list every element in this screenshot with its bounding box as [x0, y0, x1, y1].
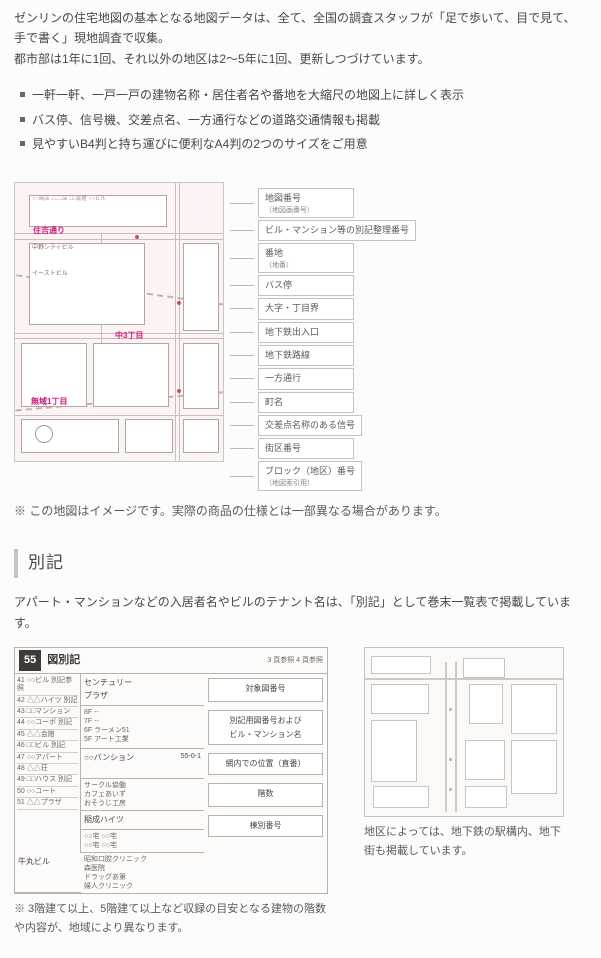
legend-chip: 地下鉄路線 — [258, 345, 354, 366]
intro-line-2: 都市部は1年に1回、それ以外の地区は2〜5年に1回、更新しつづけています。 — [14, 52, 429, 66]
district-label-2: 無域1丁目 — [31, 395, 67, 409]
sample-map: ○○商店 △△店 □□会館 ○○ビル 中野シティビル イーストビル 住吉通り 中… — [14, 182, 224, 462]
bekki-chip: 対象図番号 — [208, 678, 323, 702]
district-label-1: 中3丁目 — [115, 329, 143, 343]
building-name: 牛丸ビル — [15, 853, 81, 893]
bekki-sample-card: 55 図別記 3 頁参照 4 頁参照 41 ○○ビル 別記参照 42 △△ハイツ… — [14, 647, 328, 894]
bekki-left-note: ※ 3階建て以上、5階建て以上など収録の目安となる建物の階数や内容が、地域により… — [14, 900, 328, 937]
legend-chip: バス停 — [258, 275, 354, 296]
legend-chip: 町名 — [258, 392, 354, 413]
tenant-list: 昭和口腔クリニック 森医院 ドラッグあ第 婦人クリニック — [81, 853, 204, 893]
tenant-list: ○○宅 ○○宅 ○○宅 ○○宅 — [81, 830, 204, 853]
bekki-title: 図別記 — [47, 651, 80, 670]
feature-item: 見やすいB4判と持ち運びに便利なA4判の2つのサイズをご用意 — [18, 134, 587, 154]
legend-chip: 街区番号 — [258, 438, 354, 459]
tenant-list: 8F -- 7F -- 6F ラーメン51 5F アート工業 — [81, 706, 204, 749]
bekki-description: アパート・マンションなどの入居者名やビルのテナント名は、「別記」として巻末一覧表… — [14, 592, 587, 633]
legend-chip: 交差点名称のある信号 — [258, 415, 362, 436]
feature-item: バス停、信号機、交差点名、一方通行などの道路交通情報も掲載 — [18, 110, 587, 130]
bekki-chip: 棟別番号 — [208, 815, 323, 837]
legend-chip: 番地（地番） — [258, 243, 354, 273]
bekki-tag: 55 — [19, 650, 41, 671]
tenant-list: サークル協働 カフェあいず おそうじ工房 — [81, 779, 204, 811]
underground-map — [364, 647, 564, 817]
feature-item: 一軒一軒、一戸一戸の建物名称・居住者名や番地を大縮尺の地図上に詳しく表示 — [18, 85, 587, 105]
bekki-right-note: 地区によっては、地下鉄の駅構内、地下街も掲載しています。 — [364, 823, 564, 860]
legend-chip: 大字・丁目界 — [258, 298, 354, 319]
bekki-chip: 階数 — [208, 783, 323, 807]
feature-list: 一軒一軒、一戸一戸の建物名称・居住者名や番地を大縮尺の地図上に詳しく表示 バス停… — [18, 85, 587, 154]
legend-chip: 地図番号（地図画番号） — [258, 188, 354, 218]
legend-chip: 一方通行 — [258, 368, 354, 389]
building-name: 稲成ハイツ — [81, 811, 204, 830]
legend-chip: ビル・マンション等の別記整理番号 — [258, 220, 416, 241]
legend-chip: ブロック（地区）番号（地図索引用） — [258, 461, 362, 491]
bekki-chip: 網内での位置（直番） — [208, 753, 323, 775]
intro-line-1: ゼンリンの住宅地図の基本となる地図データは、全て、全国の調査スタッフが「足で歩い… — [14, 11, 575, 45]
bekki-chip: 別記用図番号および ビル・マンション名 — [208, 710, 323, 745]
map-legend-block: ○○商店 △△店 □□会館 ○○ビル 中野シティビル イーストビル 住吉通り 中… — [14, 182, 587, 491]
intro-paragraph: ゼンリンの住宅地図の基本となる地図データは、全て、全国の調査スタッフが「足で歩い… — [14, 8, 587, 69]
building-name: センチュリー プラザ — [81, 674, 204, 706]
bekki-page-ref: 3 頁参照 4 頁参照 — [267, 655, 323, 667]
legend-chip: 地下鉄出入口 — [258, 322, 354, 343]
section-heading-bekki: 別記 — [14, 549, 587, 578]
map-legend-list: 地図番号（地図画番号） ビル・マンション等の別記整理番号 番地（地番） バス停 … — [230, 182, 416, 491]
map-note: ※ この地図はイメージです。実際の商品の仕様とは一部異なる場合があります。 — [14, 501, 587, 521]
road-label: 住吉通り — [33, 224, 65, 238]
building-name: ○○パンション 55-0-1 — [81, 749, 204, 779]
